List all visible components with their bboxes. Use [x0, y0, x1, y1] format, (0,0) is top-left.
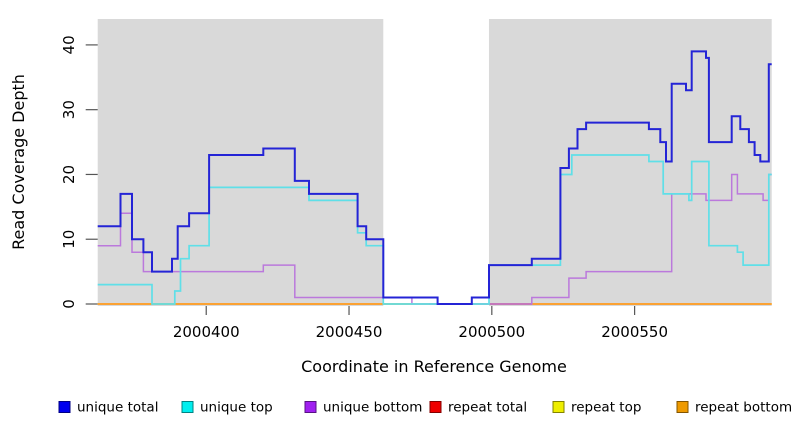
legend-item-unique-top: unique top — [181, 400, 273, 416]
legend-swatch-repeat-top — [552, 401, 565, 413]
legend-swatch-repeat-total — [429, 401, 442, 413]
series-line-unique-bottom — [97, 173, 772, 305]
series-layer — [97, 50, 772, 305]
x-tick-label: 2000400 — [173, 323, 240, 341]
legend: unique total unique top unique bottom repea… — [58, 400, 792, 416]
legend-item-unique-bottom: unique bottom — [304, 400, 422, 416]
legend-swatch-unique-top — [181, 401, 194, 413]
y-tick-label: 40 — [60, 35, 78, 54]
series-line-unique-total — [97, 50, 772, 305]
x-tick-label: 2000500 — [458, 323, 525, 341]
legend-item-repeat-total: repeat total — [429, 400, 527, 416]
legend-item-unique-total: unique total — [58, 400, 158, 416]
legend-swatch-repeat-bottom — [676, 401, 689, 413]
legend-label-unique-bottom: unique bottom — [323, 400, 422, 416]
x-tick-label: 2000450 — [316, 323, 383, 341]
y-tick-label: 20 — [60, 165, 78, 184]
legend-swatch-unique-total — [58, 401, 71, 413]
legend-label-unique-top: unique top — [200, 400, 273, 416]
legend-item-repeat-bottom: repeat bottom — [676, 400, 792, 416]
y-tick-label: 30 — [60, 100, 78, 119]
y-tick-label: 10 — [60, 230, 78, 249]
legend-item-repeat-top: repeat top — [552, 400, 641, 416]
plot-bg-left-band — [97, 19, 384, 306]
axis-layer: 2000400 2000450 2000500 2000550 0 10 20 30 40 — [60, 35, 668, 341]
y-axis-title: Read Coverage Depth — [9, 74, 28, 250]
plot-background-layer — [97, 19, 772, 306]
legend-label-repeat-total: repeat total — [448, 400, 527, 416]
legend-label-unique-total: unique total — [77, 400, 158, 416]
y-tick-label: 0 — [60, 299, 78, 309]
legend-label-repeat-bottom: repeat bottom — [695, 400, 792, 416]
legend-label-repeat-top: repeat top — [571, 400, 641, 416]
x-axis-title: Coordinate in Reference Genome — [301, 357, 567, 376]
x-tick-label: 2000550 — [601, 323, 668, 341]
legend-swatch-unique-bottom — [304, 401, 317, 413]
